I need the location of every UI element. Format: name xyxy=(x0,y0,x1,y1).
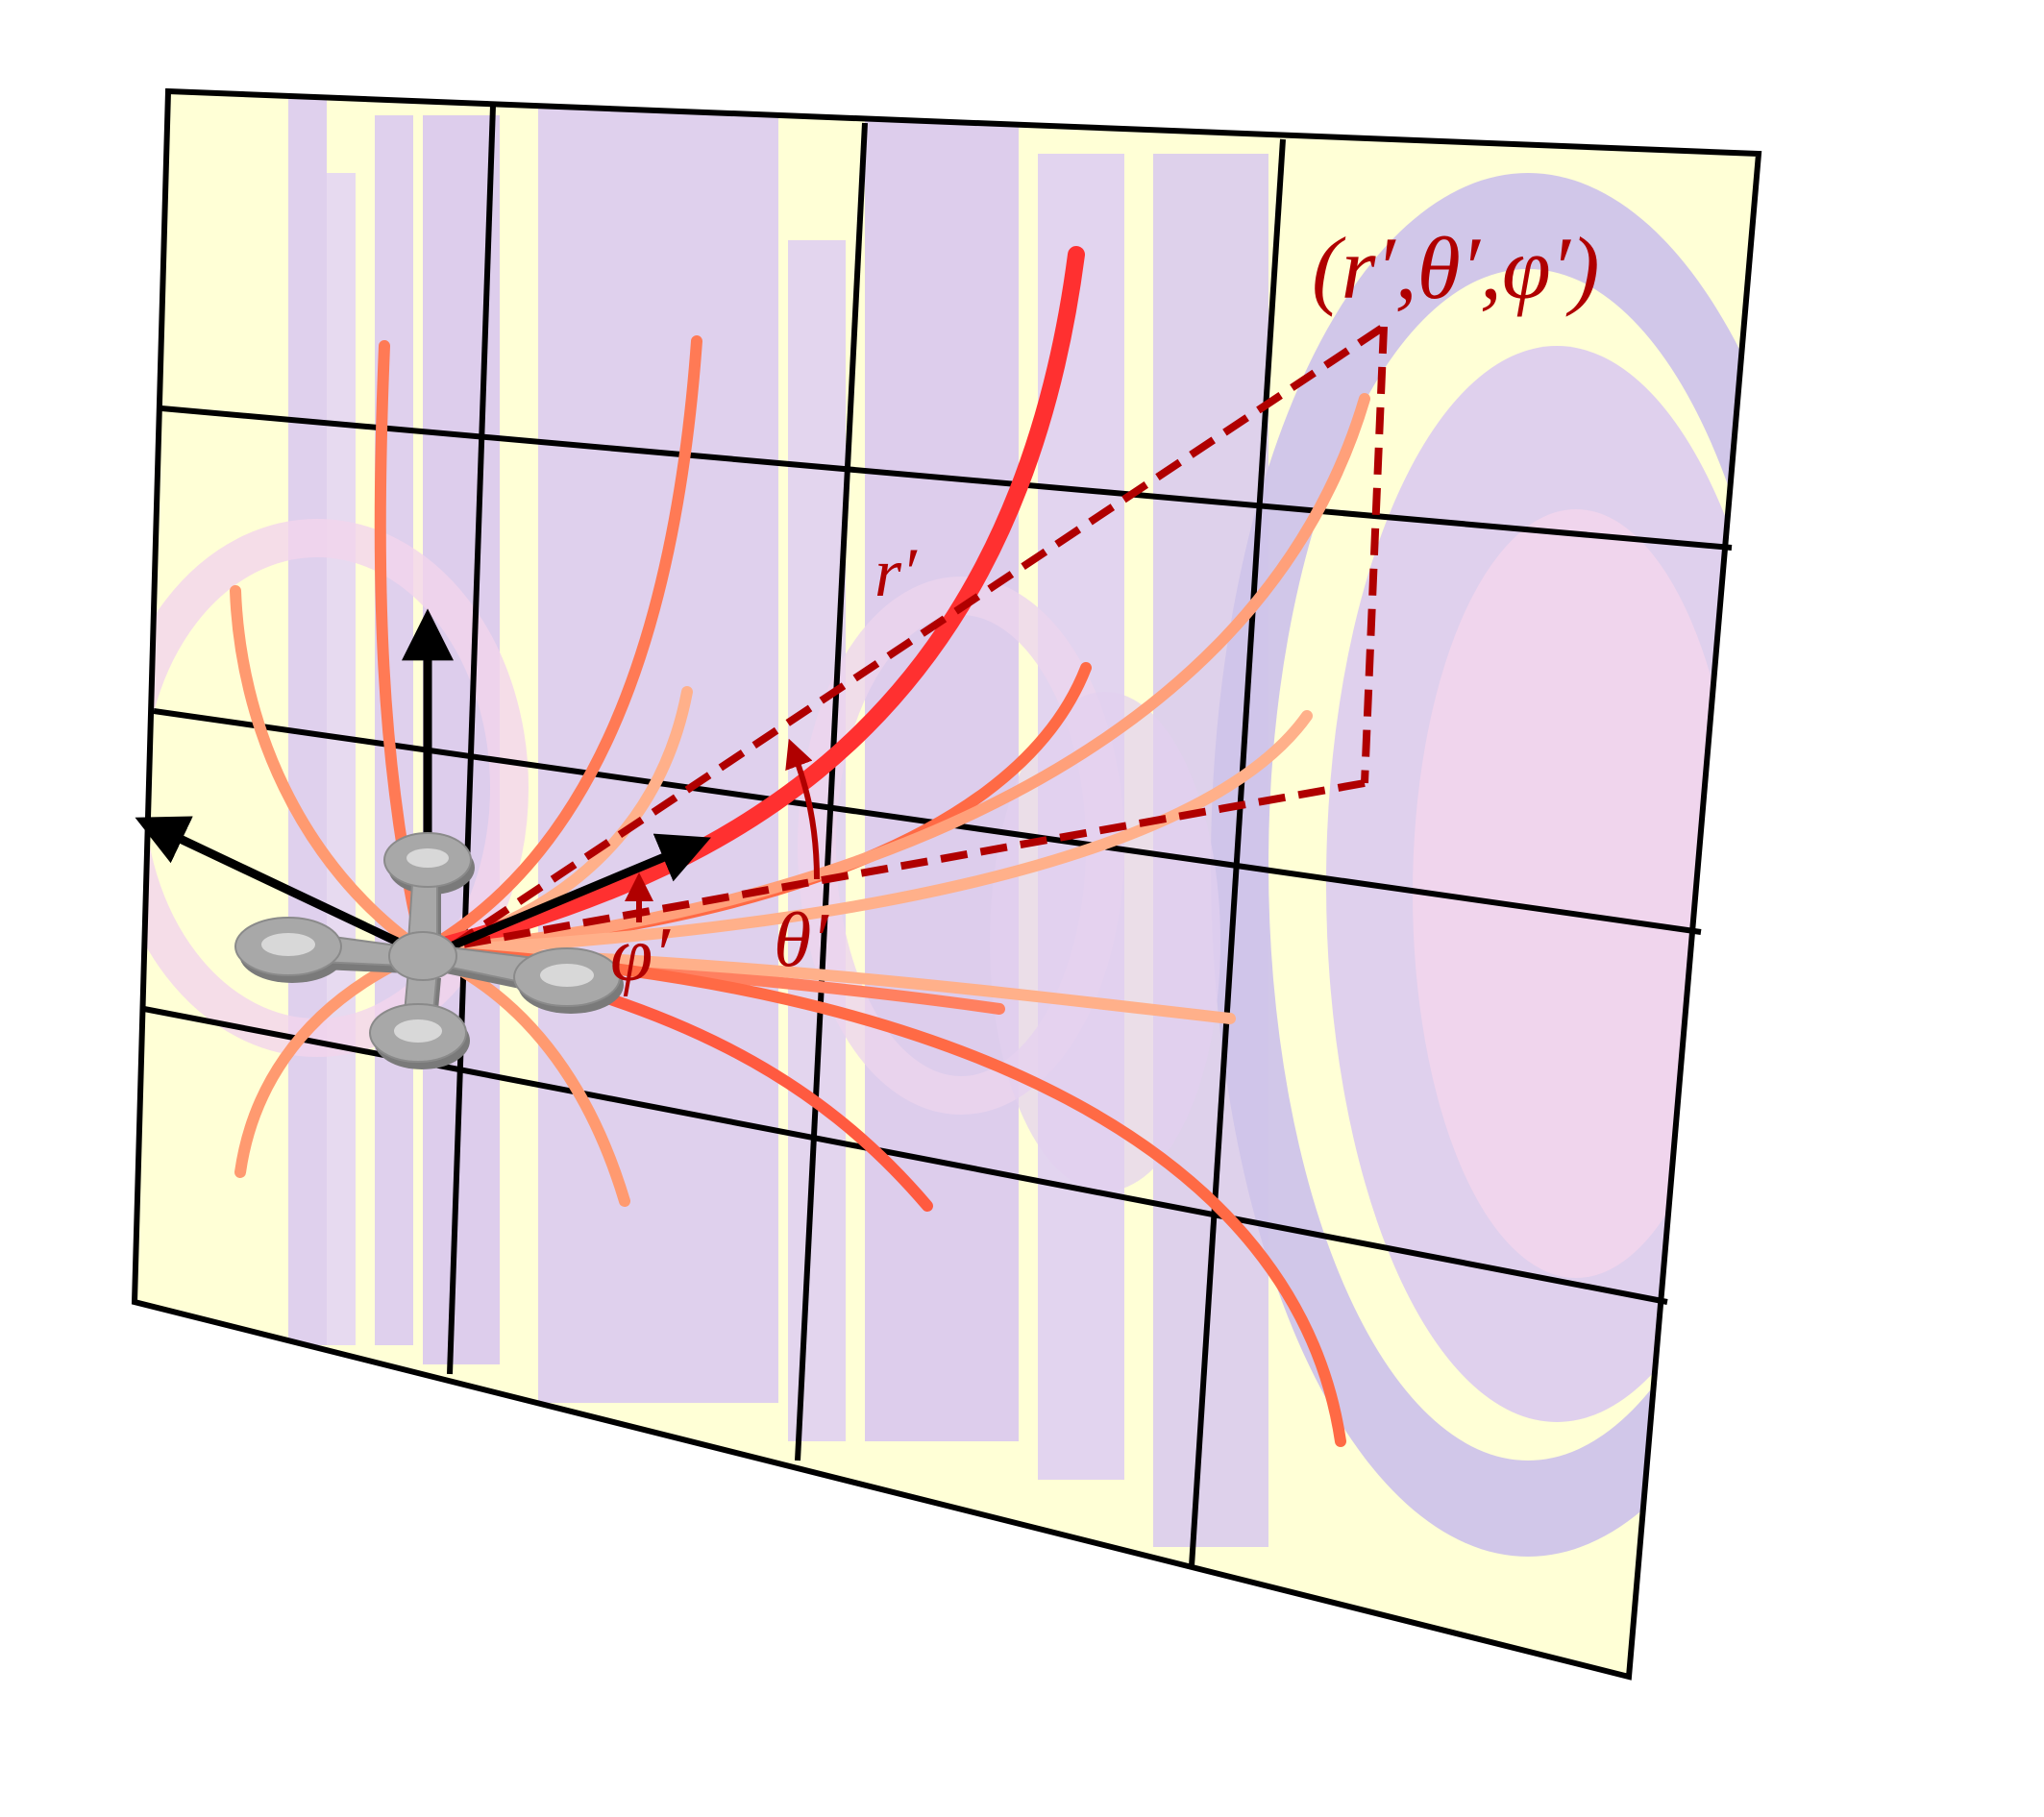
trajectory-curve xyxy=(234,945,429,1178)
projection-vertical xyxy=(1361,326,1388,784)
x-axis-arrow xyxy=(135,816,430,961)
trajectory-curve xyxy=(417,710,1313,957)
y-axis-arrow xyxy=(426,833,711,961)
grid-row-line xyxy=(153,708,1702,935)
grid-col-line xyxy=(1189,138,1286,1567)
radius-line xyxy=(449,323,1387,950)
trajectory-curve xyxy=(417,945,1346,1447)
angle-markers xyxy=(625,738,820,922)
trajectory-curve xyxy=(417,393,1370,957)
grid-frame xyxy=(131,87,1762,1681)
phi-label: φ′ xyxy=(610,913,671,997)
trajectory-curve xyxy=(230,585,429,957)
grid-col-line xyxy=(795,122,868,1461)
spherical-geometry xyxy=(449,323,1388,950)
radius-label: r′ xyxy=(874,534,918,611)
grid-row-line xyxy=(160,405,1733,551)
target-point-label: (r′,θ′,φ′) xyxy=(1312,219,1600,317)
quadrotor-drone-icon xyxy=(234,832,624,1069)
projection-ground xyxy=(451,779,1366,950)
map-grid xyxy=(131,87,1762,1681)
grid-col-line xyxy=(447,105,496,1375)
trajectory-curve xyxy=(414,246,1085,960)
trajectory-curve xyxy=(417,335,702,957)
theta-label: θ′ xyxy=(774,898,829,983)
theta-arc xyxy=(785,738,820,880)
